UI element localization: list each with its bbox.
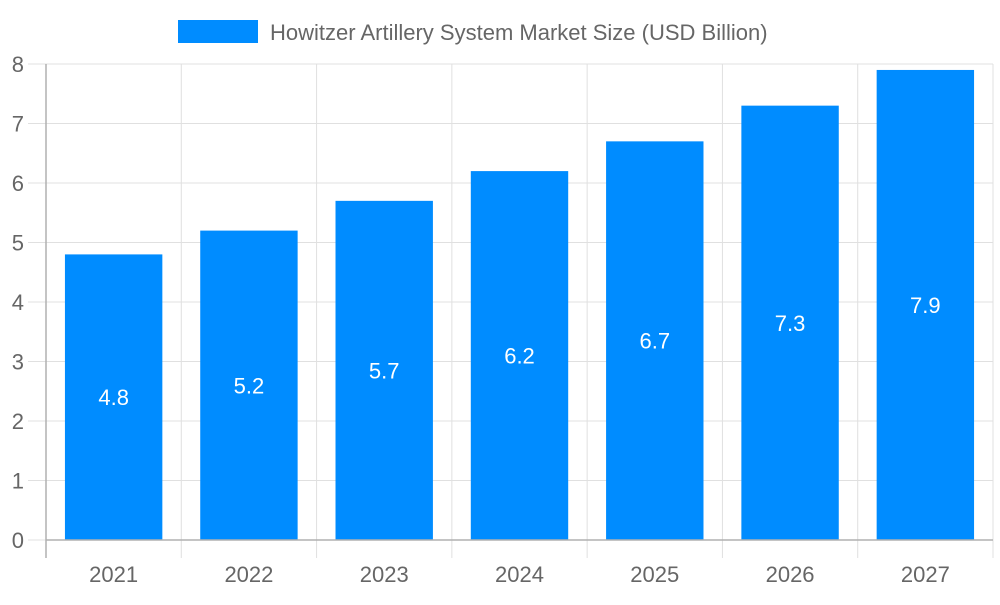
bar xyxy=(876,69,975,540)
y-tick-label: 8 xyxy=(12,52,24,77)
data-label: 5.2 xyxy=(234,373,265,398)
data-label: 7.9 xyxy=(910,293,941,318)
bar xyxy=(741,105,839,541)
x-tick-label: 2023 xyxy=(360,562,409,587)
bar xyxy=(335,200,433,540)
legend-swatch xyxy=(178,20,258,43)
x-tick-label: 2025 xyxy=(630,562,679,587)
data-label: 6.2 xyxy=(504,344,535,369)
y-tick-label: 4 xyxy=(12,290,24,315)
bar xyxy=(470,171,569,540)
x-tick-label: 2021 xyxy=(89,562,138,587)
x-tick-label: 2026 xyxy=(766,562,815,587)
y-tick-label: 1 xyxy=(12,469,24,494)
data-label: 7.3 xyxy=(775,311,806,336)
y-tick-label: 0 xyxy=(12,528,24,553)
bar xyxy=(64,254,163,540)
legend: Howitzer Artillery System Market Size (U… xyxy=(178,20,768,45)
x-tick-label: 2022 xyxy=(224,562,273,587)
y-tick-label: 5 xyxy=(12,231,24,256)
axes: 0 1 2 3 4 5 6 7 8 2021 2022 2023 2024 2025 2026 2027 xyxy=(12,52,994,587)
bar xyxy=(606,141,704,540)
legend-label: Howitzer Artillery System Market Size (U… xyxy=(270,20,768,45)
x-tick-label: 2027 xyxy=(901,562,950,587)
bars: 4.8 5.2 5.7 6.2 6.7 7.3 7.9 xyxy=(64,69,975,541)
x-tick-label: 2024 xyxy=(495,562,544,587)
bar xyxy=(200,230,298,540)
y-tick-label: 7 xyxy=(12,112,24,137)
data-label: 6.7 xyxy=(639,329,670,354)
y-tick-label: 6 xyxy=(12,171,24,196)
data-label: 4.8 xyxy=(98,385,129,410)
y-tick-label: 2 xyxy=(12,409,24,434)
data-label: 5.7 xyxy=(369,358,400,383)
y-tick-label: 3 xyxy=(12,350,24,375)
